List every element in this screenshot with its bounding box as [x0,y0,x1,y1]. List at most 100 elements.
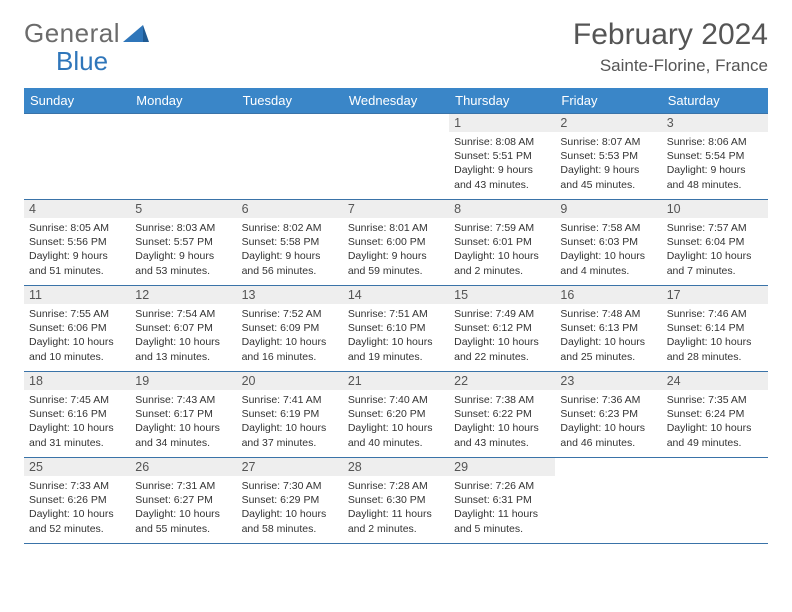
day-number: 25 [24,458,130,476]
daylight-text-1: Daylight: 9 hours [29,249,125,263]
daylight-text-1: Daylight: 10 hours [348,421,444,435]
daylight-text-2: and 56 minutes. [242,264,338,278]
calendar-cell: 29Sunrise: 7:26 AMSunset: 6:31 PMDayligh… [449,458,555,544]
sunset-text: Sunset: 6:27 PM [135,493,231,507]
weekday-header: Wednesday [343,88,449,114]
daylight-text-2: and 53 minutes. [135,264,231,278]
day-details: Sunrise: 7:26 AMSunset: 6:31 PMDaylight:… [449,476,555,538]
calendar-cell [237,114,343,200]
daylight-text-1: Daylight: 10 hours [454,421,550,435]
page-header: General February 2024 Sainte-Florine, Fr… [24,18,768,76]
sunset-text: Sunset: 6:20 PM [348,407,444,421]
daylight-text-2: and 10 minutes. [29,350,125,364]
day-details: Sunrise: 7:57 AMSunset: 6:04 PMDaylight:… [662,218,768,280]
daylight-text-1: Daylight: 10 hours [667,249,763,263]
day-details: Sunrise: 7:59 AMSunset: 6:01 PMDaylight:… [449,218,555,280]
weekday-header: Monday [130,88,236,114]
calendar-cell: 19Sunrise: 7:43 AMSunset: 6:17 PMDayligh… [130,372,236,458]
day-details: Sunrise: 8:07 AMSunset: 5:53 PMDaylight:… [555,132,661,194]
sunset-text: Sunset: 5:58 PM [242,235,338,249]
calendar-cell [24,114,130,200]
calendar-cell: 11Sunrise: 7:55 AMSunset: 6:06 PMDayligh… [24,286,130,372]
day-number: 29 [449,458,555,476]
sunset-text: Sunset: 5:57 PM [135,235,231,249]
day-details: Sunrise: 8:08 AMSunset: 5:51 PMDaylight:… [449,132,555,194]
calendar-cell [662,458,768,544]
daylight-text-2: and 34 minutes. [135,436,231,450]
day-number: 21 [343,372,449,390]
day-details: Sunrise: 8:05 AMSunset: 5:56 PMDaylight:… [24,218,130,280]
daylight-text-2: and 5 minutes. [454,522,550,536]
day-details: Sunrise: 7:31 AMSunset: 6:27 PMDaylight:… [130,476,236,538]
weekday-header: Tuesday [237,88,343,114]
sunrise-text: Sunrise: 8:05 AM [29,221,125,235]
day-number: 23 [555,372,661,390]
calendar-cell: 23Sunrise: 7:36 AMSunset: 6:23 PMDayligh… [555,372,661,458]
daylight-text-2: and 13 minutes. [135,350,231,364]
daylight-text-1: Daylight: 10 hours [560,421,656,435]
sunrise-text: Sunrise: 7:54 AM [135,307,231,321]
daylight-text-2: and 45 minutes. [560,178,656,192]
sunset-text: Sunset: 6:23 PM [560,407,656,421]
day-number: 12 [130,286,236,304]
day-details: Sunrise: 7:46 AMSunset: 6:14 PMDaylight:… [662,304,768,366]
sunrise-text: Sunrise: 7:46 AM [667,307,763,321]
day-number: 26 [130,458,236,476]
calendar-cell: 12 Sunrise: 7:54 AMSunset: 6:07 PMDayligh… [130,286,236,372]
day-number: 9 [555,200,661,218]
sunset-text: Sunset: 6:31 PM [454,493,550,507]
daylight-text-2: and 52 minutes. [29,522,125,536]
daylight-text-1: Daylight: 10 hours [667,421,763,435]
daylight-text-1: Daylight: 10 hours [348,335,444,349]
day-number: 14 [343,286,449,304]
day-details: Sunrise: 7:28 AMSunset: 6:30 PMDaylight:… [343,476,449,538]
calendar-cell: 21Sunrise: 7:40 AMSunset: 6:20 PMDayligh… [343,372,449,458]
sunrise-text: Sunrise: 7:26 AM [454,479,550,493]
calendar-cell: 10Sunrise: 7:57 AMSunset: 6:04 PMDayligh… [662,200,768,286]
daylight-text-2: and 16 minutes. [242,350,338,364]
day-details: Sunrise: 7:52 AMSunset: 6:09 PMDaylight:… [237,304,343,366]
sunset-text: Sunset: 6:07 PM [135,321,231,335]
sunrise-text: Sunrise: 8:01 AM [348,221,444,235]
daylight-text-2: and 4 minutes. [560,264,656,278]
sunset-text: Sunset: 6:29 PM [242,493,338,507]
sunrise-text: Sunrise: 7:45 AM [29,393,125,407]
daylight-text-1: Daylight: 10 hours [135,335,231,349]
day-details: Sunrise: 7:30 AMSunset: 6:29 PMDaylight:… [237,476,343,538]
weekday-header: Thursday [449,88,555,114]
daylight-text-2: and 46 minutes. [560,436,656,450]
day-number: 19 [130,372,236,390]
sunrise-text: Sunrise: 7:52 AM [242,307,338,321]
sunrise-text: Sunrise: 7:57 AM [667,221,763,235]
sunrise-text: Sunrise: 7:31 AM [135,479,231,493]
sunset-text: Sunset: 6:17 PM [135,407,231,421]
daylight-text-2: and 48 minutes. [667,178,763,192]
calendar-body: 1Sunrise: 8:08 AMSunset: 5:51 PMDaylight… [24,114,768,544]
daylight-text-2: and 51 minutes. [29,264,125,278]
weekday-header: Friday [555,88,661,114]
day-details: Sunrise: 7:43 AMSunset: 6:17 PMDaylight:… [130,390,236,452]
calendar-cell: 16Sunrise: 7:48 AMSunset: 6:13 PMDayligh… [555,286,661,372]
day-details: Sunrise: 8:06 AMSunset: 5:54 PMDaylight:… [662,132,768,194]
day-number: 28 [343,458,449,476]
sunset-text: Sunset: 6:06 PM [29,321,125,335]
calendar-cell [343,114,449,200]
daylight-text-2: and 37 minutes. [242,436,338,450]
daylight-text-1: Daylight: 10 hours [454,335,550,349]
daylight-text-2: and 49 minutes. [667,436,763,450]
daylight-text-1: Daylight: 9 hours [242,249,338,263]
sunset-text: Sunset: 6:09 PM [242,321,338,335]
calendar-cell: 18Sunrise: 7:45 AMSunset: 6:16 PMDayligh… [24,372,130,458]
daylight-text-1: Daylight: 10 hours [242,335,338,349]
day-details: Sunrise: 7:51 AMSunset: 6:10 PMDaylight:… [343,304,449,366]
day-details: Sunrise: 7:33 AMSunset: 6:26 PMDaylight:… [24,476,130,538]
sunset-text: Sunset: 6:24 PM [667,407,763,421]
brand-logo: General [24,18,151,49]
daylight-text-1: Daylight: 11 hours [348,507,444,521]
sunset-text: Sunset: 6:30 PM [348,493,444,507]
calendar-table: Sunday Monday Tuesday Wednesday Thursday… [24,88,768,544]
day-number: 18 [24,372,130,390]
weekday-header: Saturday [662,88,768,114]
daylight-text-1: Daylight: 10 hours [560,335,656,349]
sunset-text: Sunset: 6:22 PM [454,407,550,421]
